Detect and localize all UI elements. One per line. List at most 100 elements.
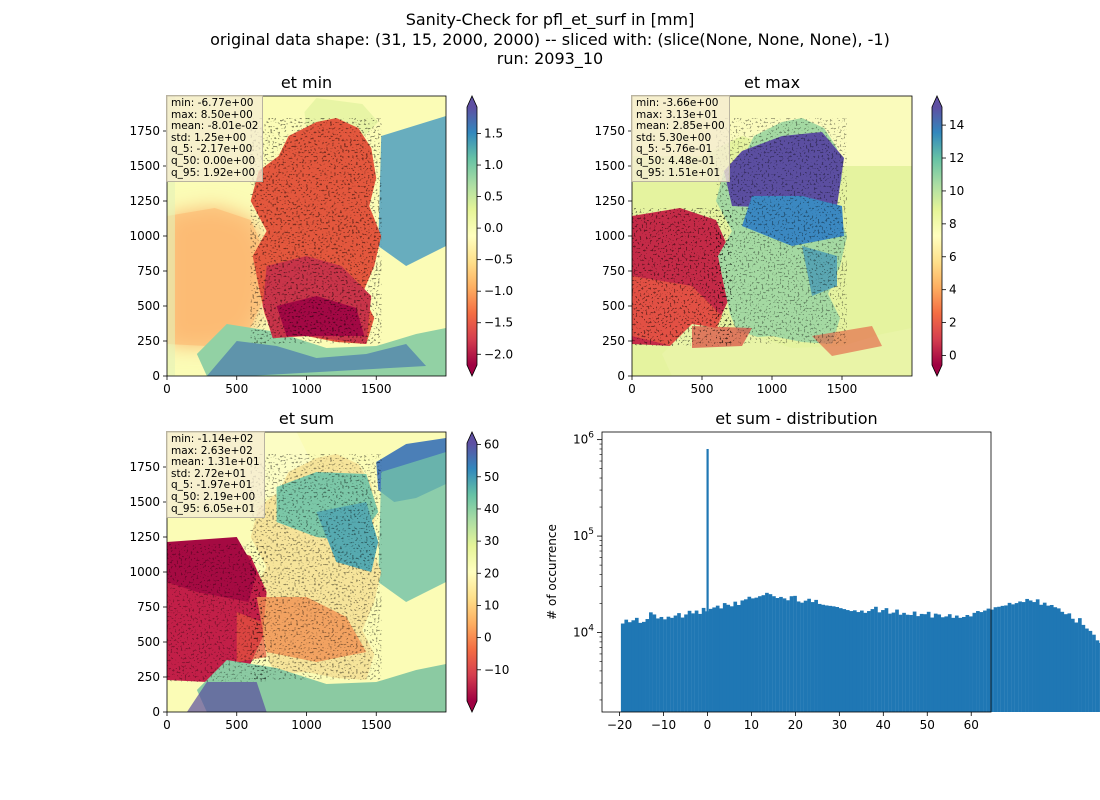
histogram-frame [601,431,992,713]
colorbar-tick-label: 30 [484,534,499,548]
histogram-bar [940,617,945,712]
panel-title: et max [744,73,800,92]
histogram-bar [1046,605,1051,712]
histogram-bar [1021,602,1026,712]
histogram-bar [694,610,699,712]
x-tick-label: 1500 [361,382,392,396]
y-tick-label: 1000 [129,229,160,243]
histogram-bar [1081,624,1086,712]
histogram-bar [786,600,790,712]
x-tick-label: 40 [876,718,891,732]
stat-line: std: 1.25e+00 [171,131,247,144]
x-tick-label: 0 [163,382,171,396]
histogram-bar [663,619,667,712]
x-tick-label: 0 [163,718,171,732]
histogram-bar [1056,608,1061,712]
histogram-bar [740,600,745,712]
y-tick-label: 250 [602,334,625,348]
histogram-bar [1088,630,1093,712]
histogram-bar [715,605,720,712]
y-tick-label: 750 [137,600,160,614]
histogram-bar [772,596,776,712]
colorbar-tick-label: 0 [484,631,492,645]
histogram-bar [768,594,773,712]
histogram-bar [638,622,643,712]
histogram-bar [775,598,780,712]
x-tick-label: 60 [964,718,979,732]
y-tick-label: 0 [617,369,625,383]
histogram-bar [631,620,636,712]
colorbar-tick-label: 0.5 [484,190,503,204]
histogram-bar [652,614,657,712]
histogram-bar [1049,604,1054,712]
x-tick-label: 500 [691,382,714,396]
x-tick-label: −20 [607,718,632,732]
histogram-bar [719,608,724,712]
histogram-bar [972,612,977,712]
histogram-bar [680,617,685,712]
histogram-bar [751,598,755,712]
histogram-bar [1011,604,1015,712]
histogram-bar [969,616,973,712]
x-tick-label: 500 [225,382,248,396]
histogram-bar [905,614,910,712]
y-tick-label: 500 [137,299,160,313]
stat-line: q_50: 0.00e+00 [171,154,256,167]
histogram-bar [747,596,752,712]
y-tick-label: 0 [152,705,160,719]
histogram-bar [986,608,991,712]
colorbar-tick-label: 60 [484,438,499,452]
histogram-bar [1025,598,1029,712]
y-tick-label: 1500 [594,159,625,173]
panel-title: et sum [279,409,334,428]
histogram-bar [736,604,741,712]
histogram-bar [691,613,695,712]
histogram-bar [877,612,882,712]
histogram-bar [884,608,889,712]
stat-line: q_50: 2.19e+00 [171,490,256,503]
histogram-bar [656,618,660,712]
colorbar-tick-label: 40 [484,502,499,516]
histogram-bar [1078,618,1082,712]
histogram-bar [1053,607,1058,712]
histogram-bar [779,596,783,712]
histogram-bar [937,614,942,712]
histogram-bar [856,612,861,712]
colorbar-frame [931,95,943,377]
stats-box-et-min: min: -6.77e+00 max: 8.50e+00 mean: -8.01… [166,95,264,183]
histogram-bar [891,612,896,712]
x-tick-label: −10 [651,718,676,732]
histogram-bar [793,595,797,712]
histogram-bar [1063,614,1068,712]
histogram-bar [803,600,808,712]
histogram-bar [997,606,1001,712]
histogram-bar [849,611,854,712]
stat-line: min: -1.14e+02 [171,433,254,445]
y-tick-label: 1500 [129,495,160,509]
stat-line: q_95: 1.92e+00 [171,166,256,179]
histogram-bar [800,602,804,712]
histogram-bar [754,597,759,712]
y-tick-label: 1750 [129,124,160,138]
histogram-bar [1060,611,1065,712]
histogram-bar [670,617,674,712]
colorbar-tick-label: 10 [949,184,964,198]
histogram-bar [726,604,731,712]
histogram-bar [983,610,987,712]
histogram-bar [821,604,826,712]
histogram-bar [860,610,864,712]
histogram-bar [1042,602,1047,712]
histogram-bar [641,621,646,712]
histogram-bar [958,617,963,712]
histogram-bar [758,596,762,712]
histogram-bar [761,595,766,712]
y-tick-label: 250 [137,670,160,684]
histogram-bar [881,610,885,712]
y-tick-label: 1500 [129,159,160,173]
histogram-bar [947,614,952,712]
y-tick-label: 1250 [129,530,160,544]
histogram-bar [976,611,980,712]
histogram-bar [743,599,748,712]
histogram-bar [867,611,871,712]
